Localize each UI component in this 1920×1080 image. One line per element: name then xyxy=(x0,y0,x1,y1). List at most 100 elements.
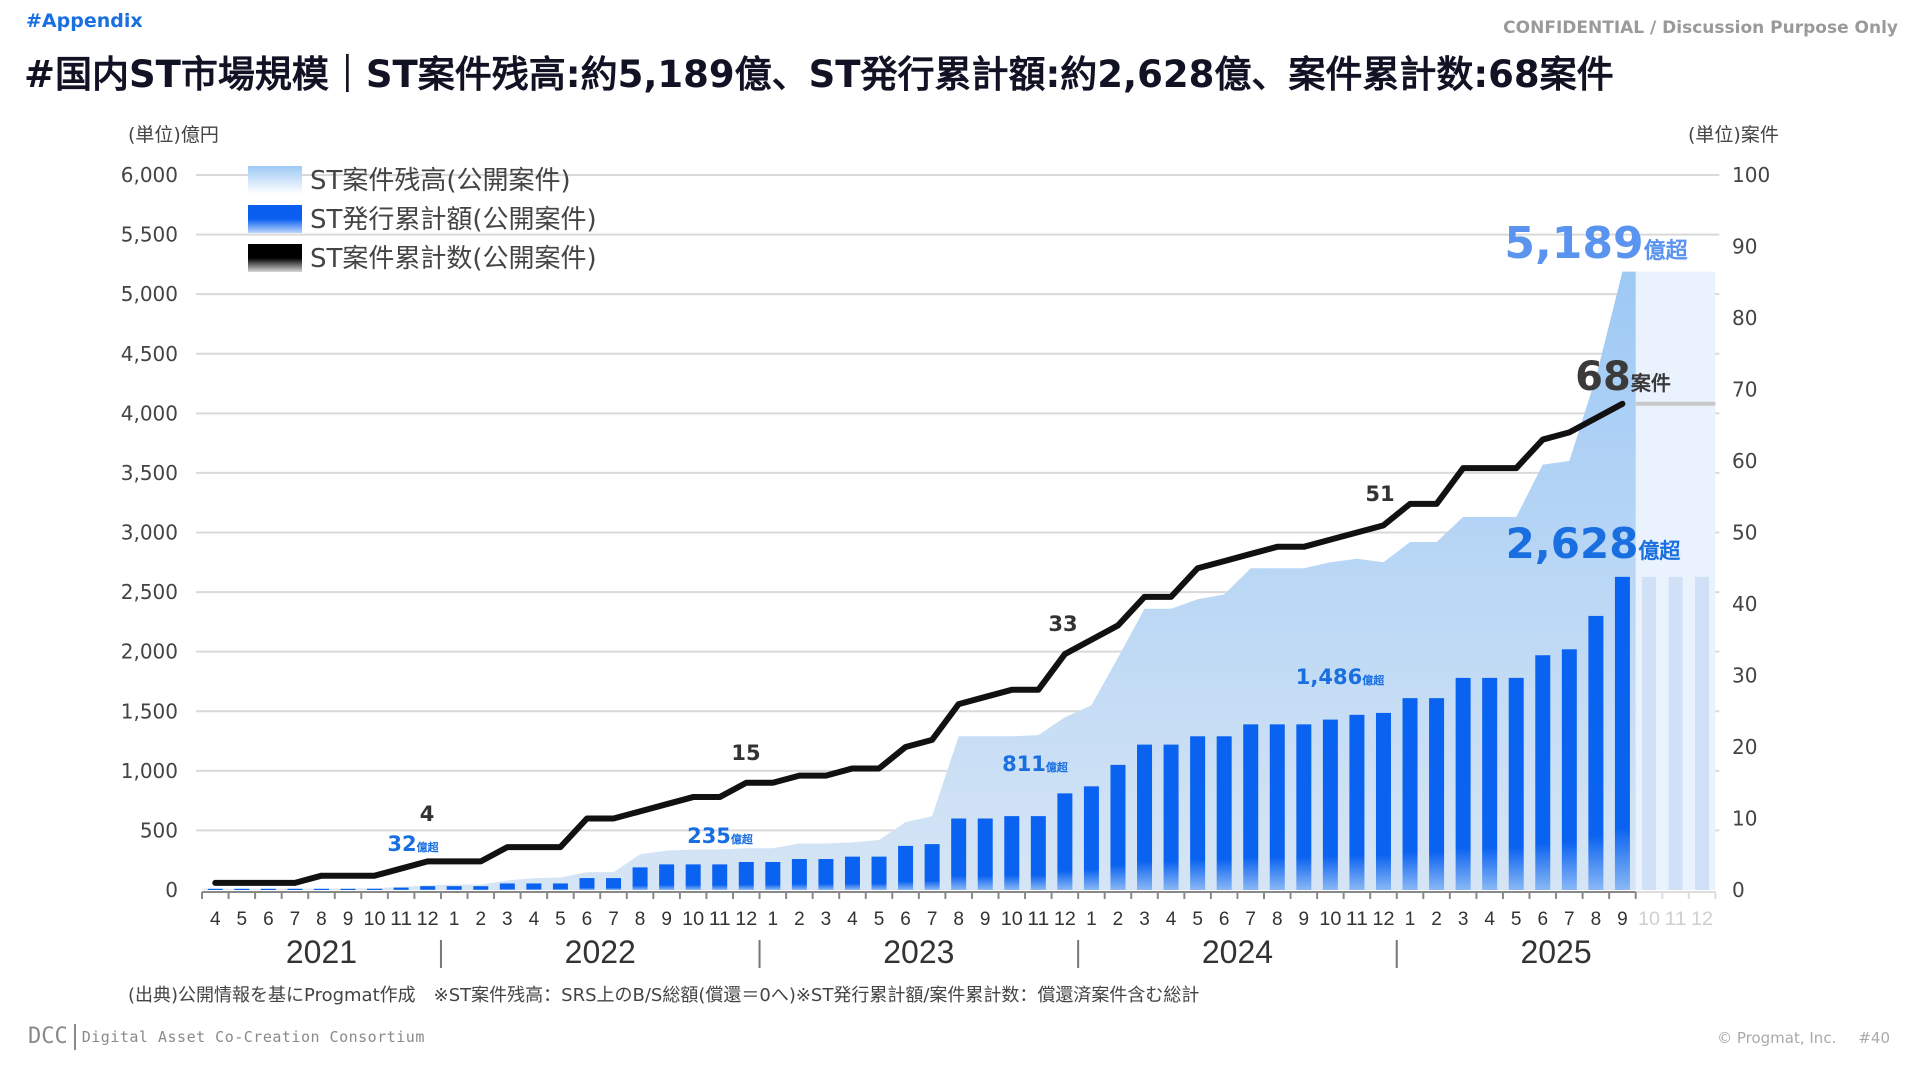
bar-st-issuance xyxy=(207,888,223,890)
bar-label-suffix: 億超 xyxy=(731,832,754,846)
bar-label: 235億超 xyxy=(687,824,754,848)
dcc-logo-short: DCC xyxy=(28,1024,68,1049)
bar-st-issuance xyxy=(287,888,303,890)
month-label: 10 xyxy=(1319,909,1341,930)
left-tick-label: 0 xyxy=(165,878,178,902)
month-label: 12 xyxy=(417,909,439,930)
year-label: 2022 xyxy=(565,934,636,970)
month-label: 7 xyxy=(290,909,301,930)
right-tick-label: 90 xyxy=(1732,235,1757,259)
bar-st-issuance xyxy=(1429,698,1445,890)
page-title: #国内ST市場規模｜ST案件残高:約5,189億、ST発行累計額:約2,628億… xyxy=(24,53,1614,96)
month-label: 8 xyxy=(953,909,964,930)
bar-st-issuance xyxy=(420,886,436,890)
right-tick-label: 100 xyxy=(1732,163,1770,187)
left-tick-label: 2,500 xyxy=(121,580,178,604)
bar-st-issuance xyxy=(1137,744,1153,890)
month-label: 3 xyxy=(1458,909,1469,930)
source-note: (出典)公開情報を基にProgmat作成 ※ST案件残高：SRS上のB/S総額(… xyxy=(128,985,1200,1006)
month-label: 5 xyxy=(237,909,248,930)
bar-label: 1,486億超 xyxy=(1296,665,1385,689)
bar-label-value: 235 xyxy=(687,824,731,848)
year-label: 2024 xyxy=(1202,934,1273,970)
month-label: 9 xyxy=(661,909,672,930)
bar-label: 32億超 xyxy=(387,832,439,856)
bar-st-issuance xyxy=(1535,655,1551,890)
bar-st-issuance xyxy=(526,883,542,890)
left-tick-label: 2,000 xyxy=(121,640,178,664)
left-tick-label: 4,500 xyxy=(121,342,178,366)
left-tick-label: 500 xyxy=(140,818,178,842)
bar-st-issuance xyxy=(791,859,807,890)
month-label: 1 xyxy=(1405,909,1416,930)
left-tick-label: 6,000 xyxy=(121,163,178,187)
bar-st-issuance xyxy=(1030,816,1046,890)
month-label: 4 xyxy=(847,909,858,930)
projection-bar xyxy=(1695,576,1710,890)
left-tick-label: 4,000 xyxy=(121,401,178,425)
month-label: 11 xyxy=(390,909,412,930)
left-tick-label: 3,000 xyxy=(121,521,178,545)
right-tick-label: 10 xyxy=(1732,807,1757,831)
month-label: 8 xyxy=(1272,909,1283,930)
line-label-latest-value: 68 xyxy=(1575,354,1631,400)
bar-st-issuance xyxy=(765,861,781,890)
bar-label-suffix: 億超 xyxy=(417,840,440,854)
month-label: 1 xyxy=(768,909,779,930)
right-axis-unit: (単位)案件 xyxy=(1688,124,1779,146)
bar-st-issuance xyxy=(1588,615,1604,890)
month-label: 5 xyxy=(555,909,566,930)
month-label: 12 xyxy=(1691,909,1713,930)
bar-label-value: 32 xyxy=(387,832,416,856)
bar-st-issuance xyxy=(1508,677,1524,890)
month-label: 4 xyxy=(1484,909,1495,930)
area-label-latest-suffix: 億超 xyxy=(1644,238,1689,264)
month-label: 2 xyxy=(1431,909,1442,930)
bar-st-issuance xyxy=(234,888,250,890)
line-label-latest-suffix: 案件 xyxy=(1630,371,1671,395)
bar-st-issuance xyxy=(632,867,648,890)
bar-st-issuance xyxy=(951,818,967,890)
month-label: 5 xyxy=(1192,909,1203,930)
bar-label-latest-value: 2,628 xyxy=(1506,519,1639,568)
month-label: 4 xyxy=(210,909,221,930)
bar-st-issuance xyxy=(1004,816,1020,890)
bar-st-issuance xyxy=(1349,714,1365,890)
left-axis-unit: (単位)億円 xyxy=(128,124,219,146)
legend-label: ST案件累計数(公開案件) xyxy=(310,244,597,274)
right-tick-label: 40 xyxy=(1732,592,1757,616)
month-label: 10 xyxy=(682,909,704,930)
month-label: 8 xyxy=(635,909,646,930)
combo-chart: 05001,0001,5002,0002,5003,0003,5004,0004… xyxy=(121,163,1770,970)
bar-st-issuance xyxy=(579,878,595,890)
month-label: 10 xyxy=(364,909,386,930)
bar-label-value: 1,486 xyxy=(1296,665,1362,689)
right-tick-label: 70 xyxy=(1732,378,1757,402)
bar-st-issuance xyxy=(977,818,993,890)
bar-st-issuance xyxy=(844,856,860,890)
bar-st-issuance xyxy=(871,856,887,890)
month-label: 4 xyxy=(529,909,540,930)
bar-st-issuance xyxy=(1614,576,1630,890)
appendix-tag: #Appendix xyxy=(26,10,143,32)
month-label: 11 xyxy=(1665,909,1687,930)
logo-divider xyxy=(73,1024,76,1050)
month-label: 9 xyxy=(343,909,354,930)
bar-st-issuance xyxy=(552,883,568,890)
month-label: 9 xyxy=(980,909,991,930)
left-tick-label: 1,000 xyxy=(121,759,178,783)
year-label: 2025 xyxy=(1520,934,1591,970)
bar-st-issuance xyxy=(446,886,462,890)
line-label: 33 xyxy=(1048,612,1077,636)
month-label: 7 xyxy=(1564,909,1575,930)
bar-st-issuance xyxy=(1322,719,1338,890)
month-label: 10 xyxy=(1638,909,1660,930)
right-tick-label: 50 xyxy=(1732,521,1757,545)
line-label: 15 xyxy=(731,741,760,765)
left-tick-label: 5,000 xyxy=(121,282,178,306)
bar-st-issuance xyxy=(818,859,834,890)
month-label: 11 xyxy=(1027,909,1049,930)
bar-st-issuance xyxy=(499,883,515,890)
month-label: 12 xyxy=(1372,909,1394,930)
month-label: 11 xyxy=(1346,909,1368,930)
